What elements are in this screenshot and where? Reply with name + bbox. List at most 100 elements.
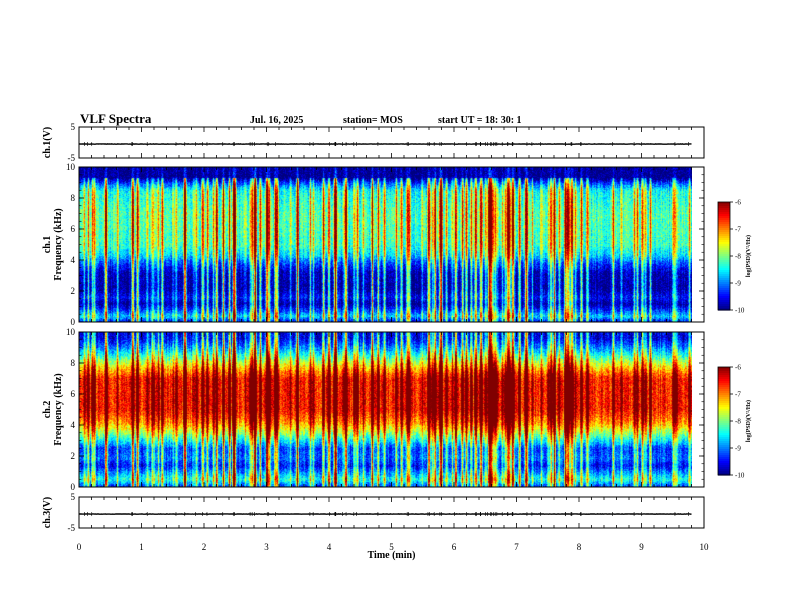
colorbar-swatch [718, 425, 730, 428]
colorbar-swatch [718, 419, 730, 422]
colorbar-swatch [718, 298, 730, 301]
colorbar-swatch [718, 274, 730, 277]
x-tick-label: 2 [202, 542, 207, 552]
start-time-label: start UT = 18: 30: 1 [438, 115, 522, 126]
colorbar-swatch [718, 447, 730, 450]
x-tick-label: 7 [514, 542, 519, 552]
ch1-spectrogram-colorbar: -6 -7 -8 -9 -10 log(PSD)(V²/Hz) [717, 199, 752, 315]
colorbar-swatch [718, 391, 730, 394]
colorbar-swatch [718, 290, 730, 293]
colorbar-swatch [718, 256, 730, 259]
colorbar-tick-label: -8 [735, 253, 741, 261]
colorbar-swatch [718, 435, 730, 438]
colorbar-swatch [718, 232, 730, 235]
ch1-spectrogram-y-tick-label: 0 [71, 317, 76, 327]
x-tick-label: 3 [264, 542, 269, 552]
x-axis: 0 1 2 3 4 5 6 7 8 9 10 Time (min) [77, 542, 709, 561]
ch2-spectrogram-y-tick-label: 0 [71, 482, 76, 492]
chart-title: VLF Spectra [80, 111, 152, 126]
colorbar-swatch [718, 397, 730, 400]
ch1-spectrogram-y-axis-label: Frequency (kHz) [53, 208, 64, 280]
ch1-spectrogram-y-tick-label: 4 [71, 255, 76, 265]
colorbar-swatch [718, 431, 730, 434]
colorbar-swatch [718, 389, 730, 392]
colorbar-swatch [718, 381, 730, 384]
colorbar-swatch [718, 270, 730, 273]
colorbar-swatch [718, 238, 730, 241]
colorbar-swatch [718, 230, 730, 233]
colorbar-swatch [718, 242, 730, 245]
colorbar-swatch [718, 453, 730, 456]
colorbar-swatch [718, 226, 730, 229]
colorbar-swatch [718, 260, 730, 263]
colorbar-swatch [718, 264, 730, 267]
colorbar-swatch [718, 457, 730, 460]
colorbar-swatch [718, 369, 730, 372]
colorbar-swatch [718, 254, 730, 257]
colorbar-swatch [718, 280, 730, 283]
colorbar-swatch [718, 294, 730, 297]
colorbar-swatch [718, 266, 730, 269]
colorbar-swatch [718, 417, 730, 420]
colorbar-swatch [718, 202, 730, 205]
colorbar-swatch [718, 300, 730, 303]
colorbar-tick-label: -6 [735, 199, 741, 207]
colorbar-swatch [718, 463, 730, 466]
colorbar-swatch [718, 401, 730, 404]
colorbar-swatch [718, 276, 730, 279]
colorbar-swatch [718, 375, 730, 378]
colorbar-swatch [718, 236, 730, 239]
colorbars: -6 -7 -8 -9 -10 log(PSD)(V²/Hz) -6 -7 -8 -9 -10 log… [717, 199, 752, 480]
ch2-spectrogram-y-tick-label: 6 [71, 389, 76, 399]
colorbar-swatch [718, 224, 730, 227]
x-axis-label: Time (min) [368, 550, 416, 561]
colorbar-swatch [718, 429, 730, 432]
ch2-spectrogram-y-axis-label: Frequency (kHz) [53, 373, 64, 445]
x-tick-label: 4 [327, 542, 332, 552]
colorbar-swatch [718, 222, 730, 225]
ch1-waveform-panel: 5 -5 ch.1(V) [42, 122, 705, 163]
colorbar-swatch [718, 262, 730, 265]
colorbar-swatch [718, 393, 730, 396]
colorbar-swatch [718, 292, 730, 295]
colorbar-tick-label: -7 [735, 226, 741, 234]
date-label: Jul. 16, 2025 [250, 115, 303, 126]
colorbar-swatch [718, 272, 730, 275]
ch1-waveform-y-axis-label: ch.1(V) [42, 127, 53, 158]
colorbar-swatch [718, 379, 730, 382]
colorbar-swatch [718, 441, 730, 444]
colorbar-swatch [718, 234, 730, 237]
colorbar-tick-label: -9 [735, 280, 741, 288]
colorbar-tick-label: -9 [735, 445, 741, 453]
ch3-waveform-y-axis-label: ch.3(V) [42, 497, 53, 528]
ch2-spectrogram-y-axis-label: ch.2 [42, 401, 53, 419]
figure-header: VLF Spectra Jul. 16, 2025 station= MOS s… [80, 111, 522, 126]
colorbar-swatch [718, 204, 730, 207]
station-label: station= MOS [343, 115, 403, 126]
colorbar-swatch [718, 288, 730, 291]
colorbar-swatch [718, 212, 730, 215]
colorbar-swatch [718, 449, 730, 452]
colorbar-swatch [718, 471, 730, 474]
colorbar-swatch [718, 282, 730, 285]
ch1-waveform-y-tick-label: -5 [68, 153, 76, 163]
colorbar-swatch [718, 208, 730, 211]
colorbar-swatch [718, 461, 730, 464]
colorbar-swatch [718, 250, 730, 253]
colorbar-swatch [718, 228, 730, 231]
colorbar-swatch [718, 405, 730, 408]
colorbar-swatch [718, 383, 730, 386]
colorbar-swatch [718, 467, 730, 470]
colorbar-swatch [718, 459, 730, 462]
colorbar-label: log(PSD)(V²/Hz) [745, 400, 752, 442]
colorbar-swatch [718, 423, 730, 426]
colorbar-swatch [718, 244, 730, 247]
colorbar-swatch [718, 373, 730, 376]
x-tick-label: 10 [700, 542, 710, 552]
x-tick-label: 5 [389, 542, 394, 552]
colorbar-swatch [718, 278, 730, 281]
colorbar-swatch [718, 465, 730, 468]
ch2-spectrogram-y-tick-label: 2 [71, 451, 76, 461]
colorbar-swatch [718, 302, 730, 305]
colorbar-swatch [718, 246, 730, 249]
